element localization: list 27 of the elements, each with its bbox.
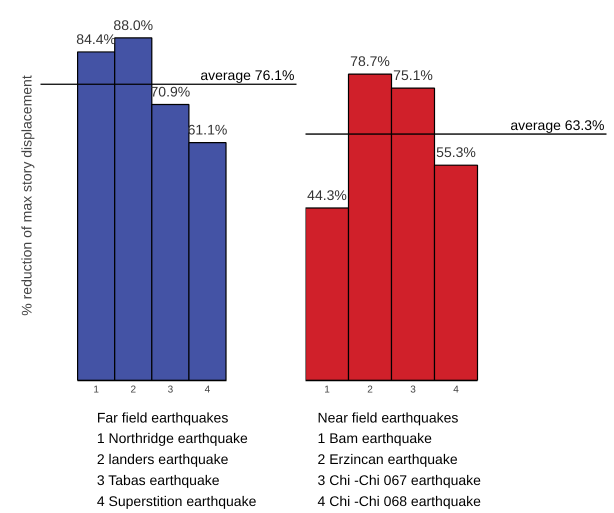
- y-axis-title: % reduction of max story displacement: [18, 75, 34, 316]
- text: 2 landers earthquake: [96, 451, 229, 468]
- data-label: 55.3%: [436, 144, 476, 160]
- text: 3 Chi -Chi 067 earthquake: [318, 472, 482, 488]
- x-tick-label: 4: [204, 384, 211, 396]
- x-tick-label: 1: [93, 384, 100, 396]
- x-tick-label: 2: [130, 384, 136, 396]
- data-label: 44.3%: [307, 187, 347, 204]
- data-label: 75.1%: [393, 67, 433, 84]
- text: 1 Northridge earthquake: [96, 430, 248, 446]
- text: 4 Superstition earthquake: [96, 492, 257, 509]
- data-label: 84.4%: [76, 30, 116, 47]
- ref-line-label: average 76.1%: [200, 67, 295, 84]
- text: 2 Erzincan earthquake: [318, 451, 458, 468]
- text: 3 Tabas earthquake: [96, 472, 220, 488]
- x-tick-label: 4: [453, 384, 460, 396]
- x-axis-title: Far field earthquakes: [96, 409, 228, 426]
- text: 4 Chi -Chi 068 earthquake: [318, 492, 482, 509]
- x-tick-label: 2: [367, 384, 374, 396]
- x-tick-label: 3: [410, 384, 416, 396]
- x-axis-title: Near field earthquakes: [318, 409, 458, 426]
- x-tick-label: 3: [168, 384, 174, 396]
- data-label: 78.7%: [350, 53, 390, 70]
- text: 1 Bam earthquake: [318, 430, 432, 446]
- ref-line-label: average 63.3%: [510, 117, 605, 134]
- x-tick-label: 1: [324, 384, 330, 396]
- data-label: 88.0%: [113, 16, 154, 33]
